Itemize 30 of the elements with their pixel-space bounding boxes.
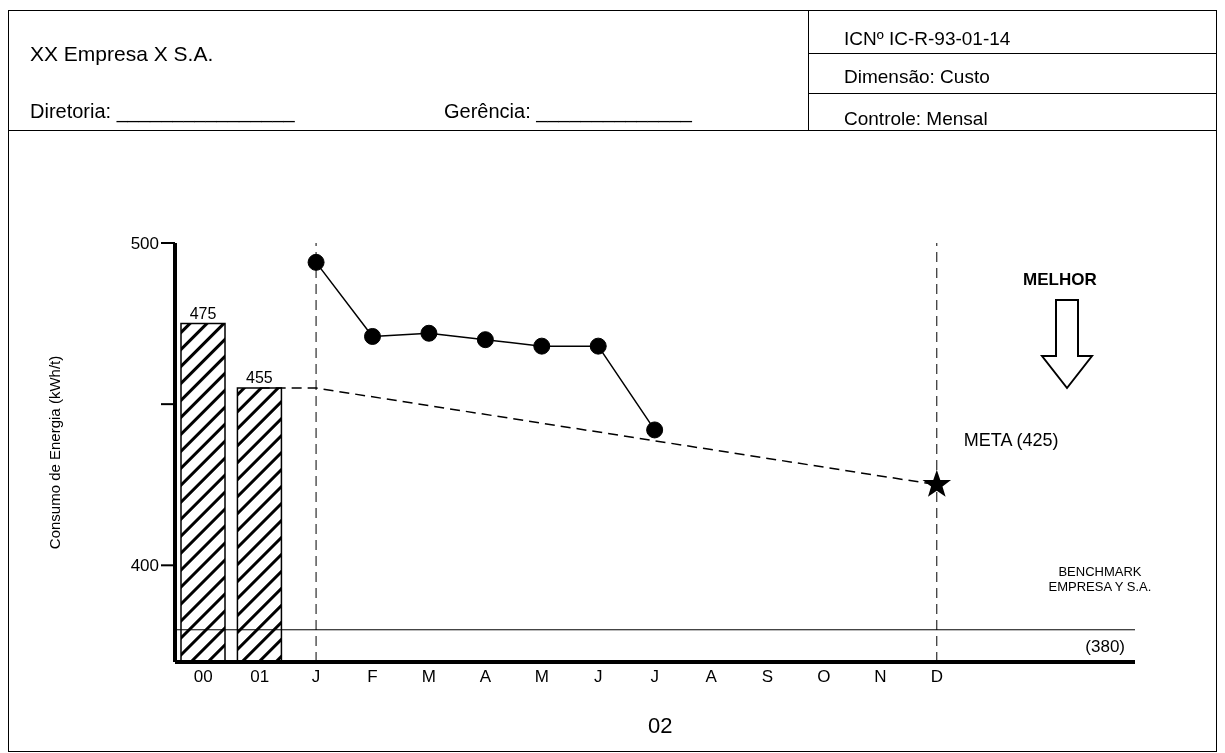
data-label: 455 — [246, 369, 273, 387]
y-tick-label: 400 — [130, 556, 159, 576]
text: Controle: Mensal — [844, 108, 988, 130]
x-tick-label: S — [761, 667, 774, 687]
x-tick-label: J — [593, 667, 603, 687]
x-tick-label: D — [930, 667, 943, 687]
x-tick-label: A — [705, 667, 718, 687]
chart-title: XX Empresa X S.A. — [30, 42, 214, 66]
x-tick-label: O — [817, 667, 831, 687]
text: ICNº IC-R-93-01-14 — [844, 28, 1011, 50]
data-label: 475 — [189, 304, 217, 322]
x-tick-label: F — [367, 667, 378, 687]
text: Dimensão: Custo — [844, 66, 990, 88]
text: BENCHMARK EMPRESA Y S.A. — [1047, 564, 1153, 594]
annotation: META (425) — [963, 429, 1059, 450]
x-axis-title: 02 — [648, 713, 673, 739]
text: Diretoria: ________________ — [30, 100, 295, 123]
x-tick-label: 01 — [250, 667, 270, 687]
x-tick-label: M — [421, 667, 437, 687]
x-tick-label: A — [479, 667, 492, 687]
y-axis-title: Consumo de Energia (kWh/t) — [46, 355, 64, 550]
text: Gerência: ______________ — [444, 100, 692, 123]
x-tick-label: J — [311, 667, 321, 687]
x-tick-label: 00 — [193, 667, 213, 687]
ref-line-label: (380) — [1085, 636, 1125, 656]
x-tick-label: N — [874, 667, 887, 687]
text: MELHOR — [1023, 270, 1097, 290]
x-tick-label: M — [534, 667, 549, 687]
x-tick-label: J — [650, 667, 659, 687]
y-tick-label: 500 — [130, 234, 159, 254]
